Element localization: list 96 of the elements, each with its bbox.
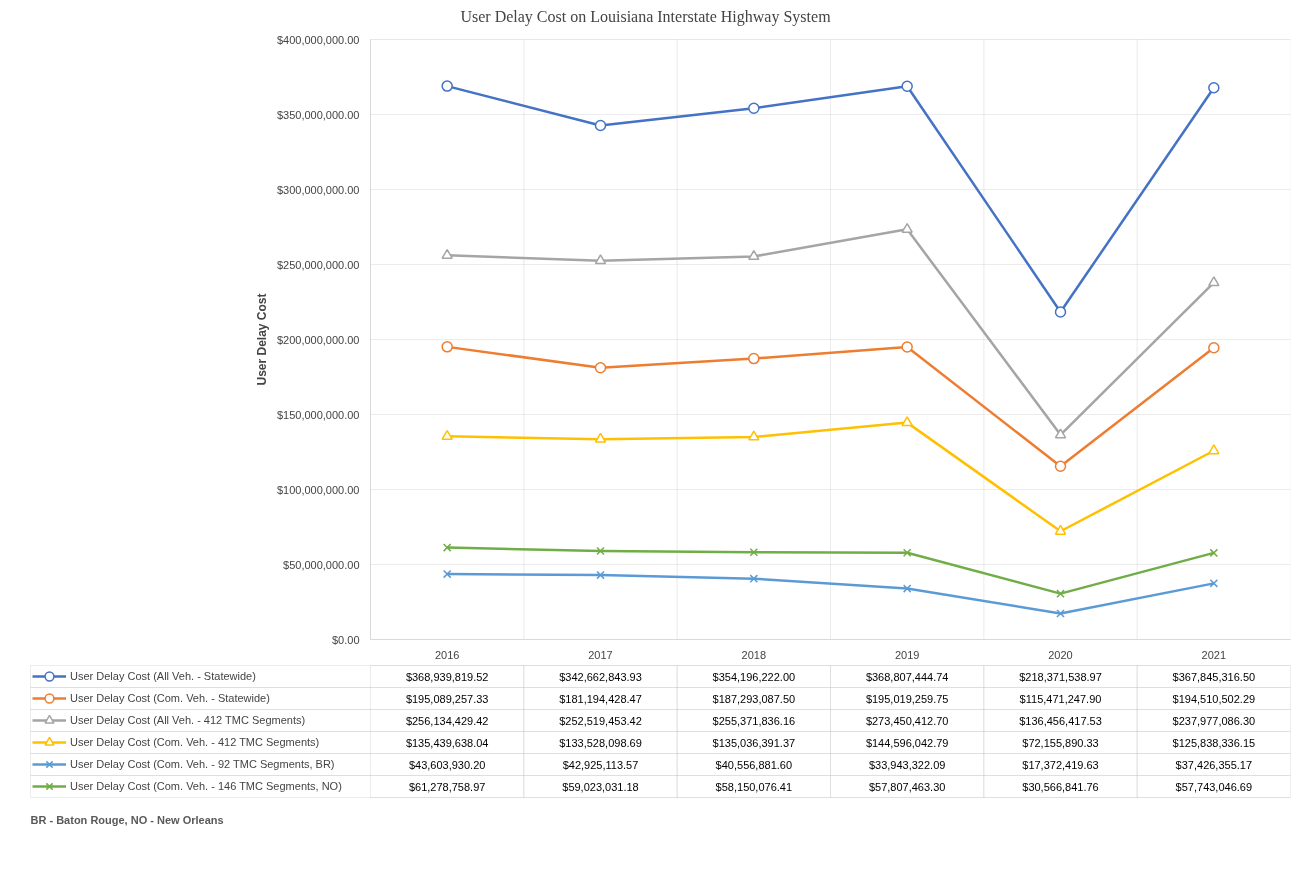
data-label: $72,155,890.33 <box>1022 736 1099 749</box>
data-label: $61,278,758.97 <box>408 780 486 793</box>
legend-label: User Delay Cost (Com. Veh. - Statewide) <box>70 691 270 706</box>
data-label: $135,036,391.37 <box>712 736 796 749</box>
point <box>596 546 605 556</box>
legend-label: User Delay Cost (Com. Veh. - 92 TMC Segments, BR) <box>70 757 335 772</box>
x-tick-label: 2017 <box>588 648 613 661</box>
point <box>1054 524 1067 535</box>
point <box>1208 444 1220 455</box>
point <box>596 570 605 580</box>
text: BR - Baton Rouge, NO - New Orleans <box>30 813 224 826</box>
point <box>1209 579 1219 588</box>
point <box>441 429 453 440</box>
point <box>749 574 759 583</box>
point <box>901 80 913 93</box>
legend-label: User Delay Cost (All Veh. - Statewide) <box>70 669 256 684</box>
chart-title: User Delay Cost on Louisiana Interstate Highway System <box>460 7 832 26</box>
point <box>748 102 760 114</box>
point <box>442 569 452 579</box>
data-label: $17,372,419.63 <box>1022 758 1099 771</box>
point <box>901 222 913 233</box>
data-label: $58,150,076.41 <box>715 780 793 793</box>
point <box>748 430 760 441</box>
data-label: $135,439,638.04 <box>405 736 489 749</box>
point <box>1054 306 1067 318</box>
data-label: $194,510,502.29 <box>1172 692 1256 705</box>
x-tick-label: 2020 <box>1048 648 1073 661</box>
data-label: $59,023,031.18 <box>562 780 639 793</box>
point <box>1208 276 1220 287</box>
legend-label: User Delay Cost (All Veh. - 412 TMC Segments) <box>70 713 306 728</box>
data-label: $125,838,336.15 <box>1172 736 1256 749</box>
point <box>748 249 760 261</box>
data-label: $368,807,444.74 <box>865 670 949 683</box>
data-label: $115,471,247.90 <box>1019 692 1102 705</box>
point <box>594 361 607 374</box>
point <box>442 543 452 552</box>
point <box>1054 460 1067 473</box>
point <box>901 341 913 353</box>
x-tick-label: 2016 <box>434 648 460 661</box>
point <box>901 416 913 427</box>
data-label: $187,293,087.50 <box>712 692 796 705</box>
data-label: $256,134,429.42 <box>405 714 489 727</box>
y-tick-label: $300,000,000.00 <box>276 183 360 196</box>
data-label: $42,925,113.57 <box>562 758 639 771</box>
data-label: $57,743,046.69 <box>1175 780 1253 793</box>
data-label: $218,371,538.97 <box>1019 670 1102 683</box>
data-label: $354,196,222.00 <box>712 670 796 683</box>
data-label: $144,596,042.79 <box>865 736 949 749</box>
point <box>902 584 912 593</box>
point <box>748 352 760 365</box>
point <box>749 547 759 557</box>
point <box>1056 609 1065 618</box>
point <box>441 341 453 353</box>
y-tick-label: $350,000,000.00 <box>276 108 360 121</box>
y-tick-label: $0.00 <box>331 633 360 646</box>
data-label: $181,194,428.47 <box>559 692 642 705</box>
y-axis-title: User Delay Cost <box>254 293 269 386</box>
point <box>902 548 912 558</box>
data-label: $40,556,881.60 <box>715 758 793 771</box>
data-label: $342,662,843.93 <box>559 670 642 683</box>
data-label: $133,528,098.69 <box>559 736 642 749</box>
data-label: $136,456,417.53 <box>1019 714 1102 727</box>
y-tick-label: $100,000,000.00 <box>276 483 360 496</box>
y-tick-label: $400,000,000.00 <box>276 33 360 46</box>
point <box>1208 81 1220 94</box>
data-label: $237,977,086.30 <box>1172 714 1256 727</box>
x-tick-label: 2019 <box>894 648 920 661</box>
point <box>1056 589 1065 598</box>
data-label: $252,519,453.42 <box>559 714 642 727</box>
point <box>441 248 453 259</box>
point <box>1208 341 1220 354</box>
legend-label: User Delay Cost (Com. Veh. - 146 TMC Segments, NO) <box>70 779 342 794</box>
y-tick-label: $250,000,000.00 <box>276 258 360 271</box>
point <box>594 119 607 132</box>
data-label: $255,371,836.16 <box>712 714 796 727</box>
y-tick-label: $200,000,000.00 <box>276 333 360 346</box>
data-label: $195,089,257.33 <box>405 692 489 705</box>
data-label: $57,807,463.30 <box>868 780 946 793</box>
data-label: $33,943,322.09 <box>868 758 946 771</box>
x-tick-label: 2021 <box>1201 648 1227 661</box>
point <box>1054 428 1067 439</box>
y-tick-label: $50,000,000.00 <box>283 558 360 571</box>
x-tick-label: 2018 <box>741 648 767 661</box>
data-label: $37,426,355.17 <box>1175 758 1253 771</box>
point <box>441 80 453 92</box>
data-label: $195,019,259.75 <box>865 692 949 705</box>
point <box>1209 548 1219 558</box>
data-label: $30,566,841.76 <box>1022 780 1099 793</box>
data-label: $367,845,316.50 <box>1172 670 1256 683</box>
data-label: $43,603,930.20 <box>408 758 486 771</box>
y-tick-label: $150,000,000.00 <box>276 408 360 421</box>
legend-label: User Delay Cost (Com. Veh. - 412 TMC Segments) <box>70 735 320 750</box>
point <box>594 254 607 265</box>
data-label: $273,450,412.70 <box>865 714 949 727</box>
point <box>594 432 607 443</box>
data-label: $368,939,819.52 <box>405 670 489 683</box>
